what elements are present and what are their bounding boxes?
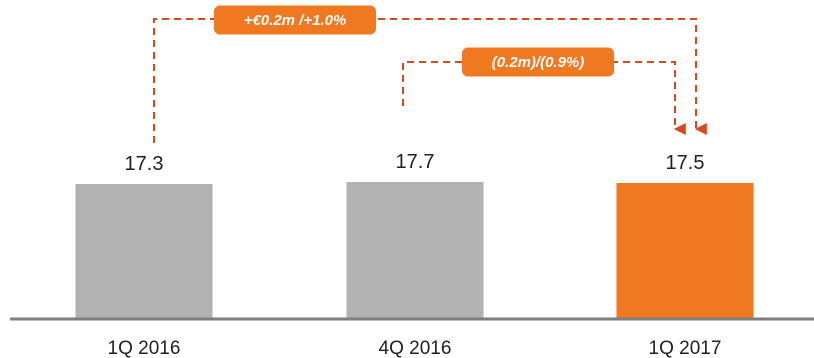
category-label: 1Q 2017 — [649, 338, 722, 358]
annotation-layer: +€0.2m /+1.0% (0.2m)/(0.9%) — [153, 5, 707, 143]
value-label: 17.3 — [125, 153, 164, 175]
bar — [346, 182, 484, 318]
annotation-label: (0.2m)/(0.9%) — [492, 54, 585, 71]
bar — [75, 184, 213, 318]
category-label: 4Q 2016 — [379, 338, 452, 358]
bar-4q-2016: 17.7 4Q 2016 — [346, 151, 484, 358]
value-label: 17.7 — [396, 151, 435, 173]
annotation-box — [214, 5, 376, 35]
annotation-4q2016-to-1q2017: (0.2m)/(0.9%) — [402, 47, 686, 135]
bar-1q-2017: 17.5 1Q 2017 — [616, 152, 754, 358]
annotation-1q2016-to-1q2017: +€0.2m /+1.0% — [153, 5, 707, 143]
bar — [616, 183, 754, 318]
value-label: 17.5 — [666, 152, 705, 174]
annotation-label: +€0.2m /+1.0% — [244, 12, 347, 29]
bar-1q-2016: 17.3 1Q 2016 — [75, 153, 213, 358]
annotation-box — [462, 47, 614, 77]
category-label: 1Q 2016 — [108, 338, 181, 358]
annotation-connector-line — [153, 18, 707, 143]
